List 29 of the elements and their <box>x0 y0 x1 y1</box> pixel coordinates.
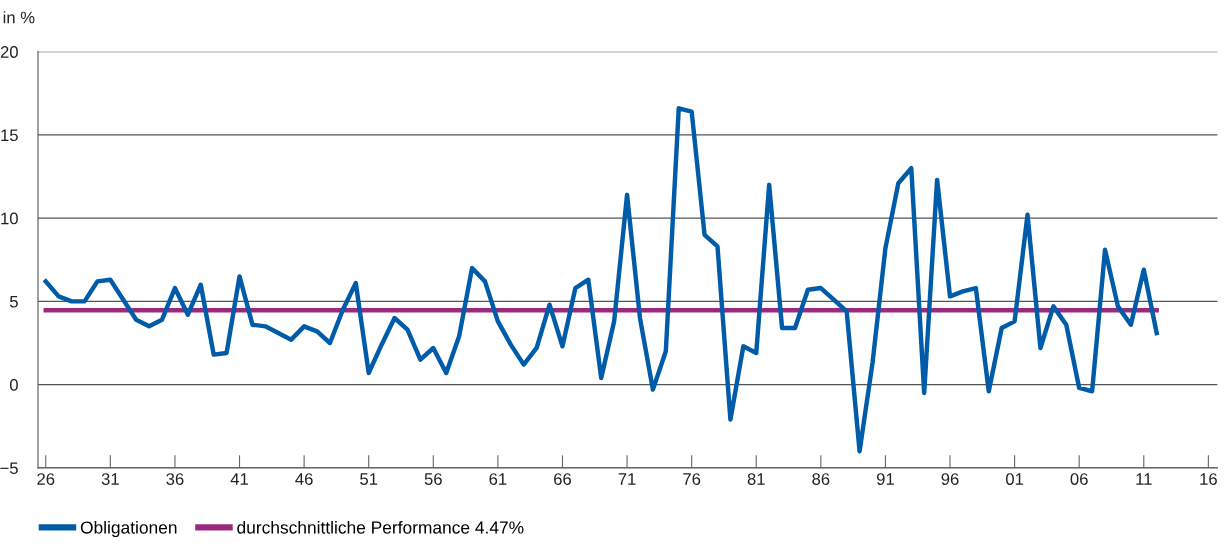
x-tick-label: 51 <box>360 473 378 485</box>
y-axis-title: in % <box>3 11 35 24</box>
y-tick-label: 0 <box>9 379 18 391</box>
x-tick-label: 71 <box>618 473 636 485</box>
x-tick-label: 01 <box>1005 473 1024 485</box>
y-tick-label: 5 <box>9 295 18 308</box>
line-series <box>43 106 1159 454</box>
x-tick-label: 76 <box>683 473 701 485</box>
x-tick-label: 96 <box>941 473 959 485</box>
x-tick-label: 36 <box>166 473 184 485</box>
x-tick-label: 11 <box>1136 473 1152 485</box>
legend-label: durchschnittliche Performance 4.47% <box>237 520 524 534</box>
y-tick-label: 15 <box>1 129 18 142</box>
x-tick-label: 86 <box>812 473 830 485</box>
x-tick-label: 16 <box>1200 473 1217 485</box>
x-tick-label: 91 <box>876 473 894 485</box>
x-tick-label: 56 <box>424 473 442 485</box>
x-tick-label: 61 <box>489 473 507 485</box>
x-tick-label: 06 <box>1070 473 1088 485</box>
x-tick-label: 66 <box>554 473 572 485</box>
x-tick-label: 41 <box>230 473 248 485</box>
legend-label: Obligationen <box>80 520 177 538</box>
y-tick-label: 10 <box>1 212 18 225</box>
x-tick-label: 26 <box>37 473 55 485</box>
x-tick-label: 31 <box>101 473 119 485</box>
y-tick-label: −5 <box>0 462 18 475</box>
y-tick-label: 20 <box>0 46 18 58</box>
x-tick-label: 46 <box>295 473 313 485</box>
x-tick-label: 81 <box>747 473 765 485</box>
